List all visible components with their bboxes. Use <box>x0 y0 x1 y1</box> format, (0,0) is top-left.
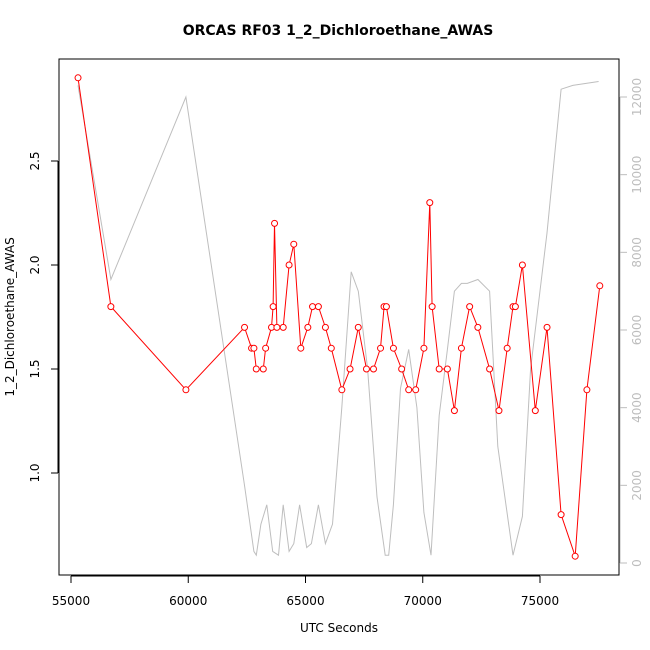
axes-layer: 55000 60000 65000 70000 75000 1.0 1.5 2.0 2.5 0 20… <box>28 78 644 608</box>
data-point <box>250 344 258 352</box>
data-point <box>450 407 458 415</box>
x-tick-label: 60000 <box>169 594 207 608</box>
data-point <box>518 261 526 269</box>
y-tick-label: 2.0 <box>28 255 42 274</box>
y-tick-label: 2.5 <box>28 151 42 170</box>
data-point <box>285 261 293 269</box>
y2-tick-label: 2000 <box>630 470 644 501</box>
data-point <box>262 344 270 352</box>
x-tick-label: 55000 <box>52 594 90 608</box>
data-point <box>398 365 406 373</box>
data-point <box>557 511 565 519</box>
data-point <box>405 386 413 394</box>
x-tick-label: 70000 <box>404 594 442 608</box>
data-point <box>354 323 362 331</box>
data-point <box>362 365 370 373</box>
data-point <box>435 365 443 373</box>
data-point <box>412 386 420 394</box>
data-point <box>271 219 279 227</box>
data-point <box>596 282 604 290</box>
secondary-series-layer <box>77 81 599 557</box>
data-point <box>511 303 519 311</box>
data-point <box>269 303 277 311</box>
y2-tick-label: 12000 <box>630 78 644 116</box>
data-point <box>420 344 428 352</box>
data-point <box>107 303 115 311</box>
data-point <box>321 323 329 331</box>
data-point <box>466 303 474 311</box>
data-point <box>259 365 267 373</box>
y-axis-label: 1_2_Dichloroethane_AWAS <box>3 237 17 396</box>
data-point <box>74 74 82 82</box>
y2-tick-label: 0 <box>630 559 644 567</box>
data-point <box>279 323 287 331</box>
data-point <box>327 344 335 352</box>
primary-series-layer <box>74 74 604 560</box>
data-point <box>377 344 385 352</box>
y2-tick-label: 10000 <box>630 156 644 194</box>
y-tick-label: 1.5 <box>28 359 42 378</box>
plot-frame <box>58 58 620 576</box>
data-point <box>583 386 591 394</box>
data-point <box>495 407 503 415</box>
data-point <box>309 303 317 311</box>
y-tick-label: 1.0 <box>28 463 42 482</box>
data-point <box>346 365 354 373</box>
data-point <box>338 386 346 394</box>
data-point <box>426 199 434 207</box>
data-point <box>389 344 397 352</box>
data-point <box>241 323 249 331</box>
data-point <box>543 323 551 331</box>
data-point <box>503 344 511 352</box>
data-point <box>297 344 305 352</box>
y2-tick-label: 8000 <box>630 237 644 268</box>
secondary-series-line <box>77 81 599 557</box>
data-point <box>370 365 378 373</box>
data-point <box>457 344 465 352</box>
data-point <box>531 407 539 415</box>
data-point <box>290 240 298 248</box>
data-point <box>382 303 390 311</box>
data-point <box>486 365 494 373</box>
y2-tick-label: 6000 <box>630 315 644 346</box>
data-point <box>571 552 579 560</box>
data-point <box>304 323 312 331</box>
data-point <box>474 323 482 331</box>
data-point <box>252 365 260 373</box>
y2-tick-label: 4000 <box>630 392 644 423</box>
data-point <box>314 303 322 311</box>
data-point <box>428 303 436 311</box>
x-tick-label: 65000 <box>286 594 324 608</box>
chart-title: ORCAS RF03 1_2_Dichloroethane_AWAS <box>183 23 494 39</box>
x-axis-label: UTC Seconds <box>300 621 378 635</box>
data-point <box>443 365 451 373</box>
data-point <box>273 323 281 331</box>
data-point <box>182 386 190 394</box>
x-tick-label: 75000 <box>521 594 559 608</box>
